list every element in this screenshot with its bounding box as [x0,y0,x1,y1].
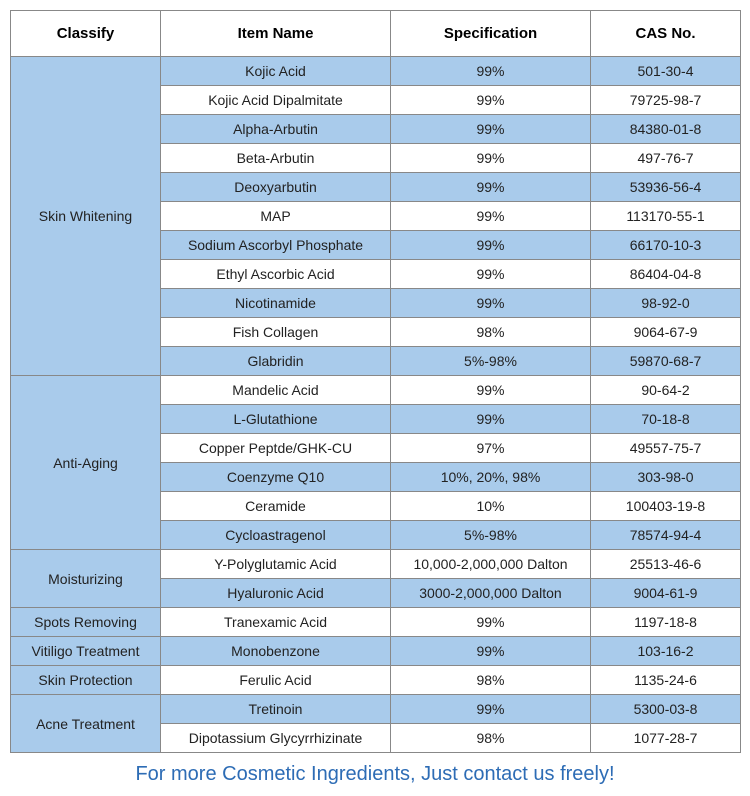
cas-no-cell: 98-92-0 [591,289,741,318]
col-item-name: Item Name [161,11,391,57]
table-row: Acne TreatmentTretinoin99%5300-03-8 [11,695,741,724]
classify-cell: Skin Protection [11,666,161,695]
cas-no-cell: 9004-61-9 [591,579,741,608]
item-name-cell: Tranexamic Acid [161,608,391,637]
col-classify: Classify [11,11,161,57]
cas-no-cell: 25513-46-6 [591,550,741,579]
specification-cell: 99% [391,86,591,115]
item-name-cell: Glabridin [161,347,391,376]
item-name-cell: Ceramide [161,492,391,521]
specification-cell: 99% [391,115,591,144]
cas-no-cell: 497-76-7 [591,144,741,173]
specification-cell: 99% [391,260,591,289]
item-name-cell: Ethyl Ascorbic Acid [161,260,391,289]
item-name-cell: Coenzyme Q10 [161,463,391,492]
cas-no-cell: 84380-01-8 [591,115,741,144]
specification-cell: 99% [391,376,591,405]
table-row: Anti-AgingMandelic Acid99%90-64-2 [11,376,741,405]
item-name-cell: Copper Peptde/GHK-CU [161,434,391,463]
table-row: Spots RemovingTranexamic Acid99%1197-18-… [11,608,741,637]
cas-no-cell: 9064-67-9 [591,318,741,347]
classify-cell: Vitiligo Treatment [11,637,161,666]
cas-no-cell: 66170-10-3 [591,231,741,260]
table-body: Skin WhiteningKojic Acid99%501-30-4Kojic… [11,57,741,753]
classify-cell: Spots Removing [11,608,161,637]
cas-no-cell: 100403-19-8 [591,492,741,521]
item-name-cell: Tretinoin [161,695,391,724]
specification-cell: 3000-2,000,000 Dalton [391,579,591,608]
cas-no-cell: 113170-55-1 [591,202,741,231]
specification-cell: 10%, 20%, 98% [391,463,591,492]
item-name-cell: Dipotassium Glycyrrhizinate [161,724,391,753]
cas-no-cell: 1197-18-8 [591,608,741,637]
specification-cell: 98% [391,666,591,695]
specification-cell: 10,000-2,000,000 Dalton [391,550,591,579]
specification-cell: 99% [391,289,591,318]
specification-cell: 99% [391,231,591,260]
cas-no-cell: 79725-98-7 [591,86,741,115]
footer-message: For more Cosmetic Ingredients, Just cont… [10,763,740,786]
item-name-cell: Sodium Ascorbyl Phosphate [161,231,391,260]
specification-cell: 99% [391,608,591,637]
table-row: MoisturizingY-Polyglutamic Acid10,000-2,… [11,550,741,579]
col-cas-no: CAS No. [591,11,741,57]
item-name-cell: Hyaluronic Acid [161,579,391,608]
table-row: Skin ProtectionFerulic Acid98%1135-24-6 [11,666,741,695]
table-row: Vitiligo TreatmentMonobenzone99%103-16-2 [11,637,741,666]
cas-no-cell: 90-64-2 [591,376,741,405]
specification-cell: 99% [391,695,591,724]
specification-cell: 5%-98% [391,347,591,376]
cas-no-cell: 86404-04-8 [591,260,741,289]
specification-cell: 97% [391,434,591,463]
item-name-cell: Mandelic Acid [161,376,391,405]
specification-cell: 99% [391,144,591,173]
classify-cell: Skin Whitening [11,57,161,376]
cas-no-cell: 49557-75-7 [591,434,741,463]
specification-cell: 10% [391,492,591,521]
table-header: Classify Item Name Specification CAS No. [11,11,741,57]
item-name-cell: Cycloastragenol [161,521,391,550]
cas-no-cell: 70-18-8 [591,405,741,434]
specification-cell: 99% [391,173,591,202]
col-specification: Specification [391,11,591,57]
classify-cell: Moisturizing [11,550,161,608]
classify-cell: Anti-Aging [11,376,161,550]
table-row: Skin WhiteningKojic Acid99%501-30-4 [11,57,741,86]
classify-cell: Acne Treatment [11,695,161,753]
item-name-cell: Nicotinamide [161,289,391,318]
specification-cell: 99% [391,57,591,86]
cas-no-cell: 1135-24-6 [591,666,741,695]
cas-no-cell: 5300-03-8 [591,695,741,724]
cas-no-cell: 501-30-4 [591,57,741,86]
item-name-cell: Kojic Acid Dipalmitate [161,86,391,115]
item-name-cell: MAP [161,202,391,231]
cas-no-cell: 1077-28-7 [591,724,741,753]
item-name-cell: Monobenzone [161,637,391,666]
specification-cell: 98% [391,318,591,347]
cas-no-cell: 303-98-0 [591,463,741,492]
specification-cell: 99% [391,405,591,434]
cas-no-cell: 103-16-2 [591,637,741,666]
cas-no-cell: 53936-56-4 [591,173,741,202]
specification-cell: 5%-98% [391,521,591,550]
item-name-cell: Beta-Arbutin [161,144,391,173]
ingredients-table: Classify Item Name Specification CAS No.… [10,10,741,753]
specification-cell: 98% [391,724,591,753]
cas-no-cell: 78574-94-4 [591,521,741,550]
item-name-cell: Fish Collagen [161,318,391,347]
item-name-cell: Deoxyarbutin [161,173,391,202]
item-name-cell: Ferulic Acid [161,666,391,695]
item-name-cell: L-Glutathione [161,405,391,434]
specification-cell: 99% [391,202,591,231]
item-name-cell: Alpha-Arbutin [161,115,391,144]
cas-no-cell: 59870-68-7 [591,347,741,376]
item-name-cell: Y-Polyglutamic Acid [161,550,391,579]
item-name-cell: Kojic Acid [161,57,391,86]
specification-cell: 99% [391,637,591,666]
